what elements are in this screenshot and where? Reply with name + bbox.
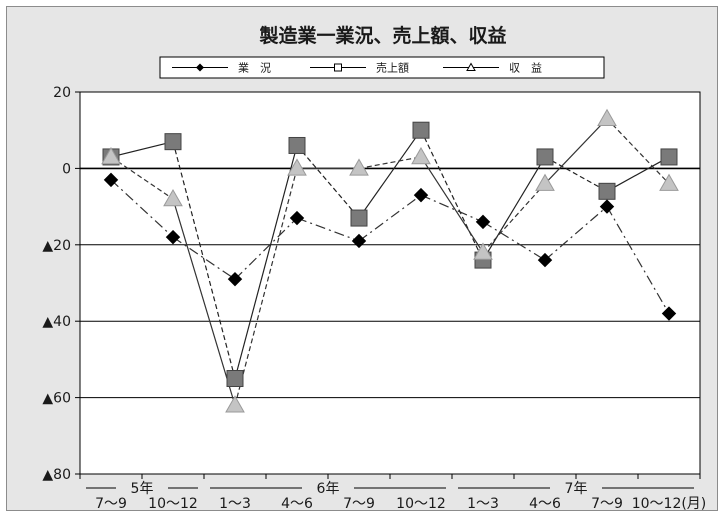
series-0	[110, 179, 670, 314]
series-segment	[172, 236, 236, 280]
x-tick-label: 10〜12	[148, 496, 198, 512]
legend-marker-square	[334, 63, 342, 72]
year-label: 6年	[317, 481, 340, 497]
series-segment	[606, 118, 670, 185]
point-diamond	[661, 306, 677, 321]
point-diamond	[599, 199, 615, 214]
point-triangle	[659, 173, 679, 191]
point-triangle	[349, 158, 369, 176]
point-square	[412, 121, 430, 139]
year-label: 7年	[565, 481, 588, 497]
plot-area	[79, 91, 701, 475]
series-segment	[544, 156, 608, 192]
legend-marker-triangle	[466, 62, 476, 71]
point-square	[350, 209, 368, 227]
point-diamond	[475, 214, 491, 230]
year-label: 5年	[131, 481, 154, 497]
series-segment	[544, 118, 608, 185]
point-triangle	[163, 188, 183, 207]
series-points-0	[103, 172, 677, 321]
y-tick-label: 0	[62, 161, 71, 177]
series-segment	[420, 156, 484, 253]
point-triangle	[101, 146, 121, 165]
legend-marker-diamond	[196, 63, 204, 72]
point-square	[536, 148, 554, 166]
x-tick-label: 4〜6	[529, 496, 561, 512]
series-segment	[482, 221, 546, 261]
x-tick-label: 1〜3	[219, 496, 251, 512]
series-segment	[234, 168, 298, 406]
point-square	[598, 182, 616, 200]
series-segment	[482, 156, 546, 261]
series-segment	[296, 217, 360, 242]
legend: 業 況 売上額 収 益	[159, 56, 605, 79]
point-square	[288, 136, 306, 154]
point-diamond	[351, 233, 367, 249]
y-tick-label: ▲60	[42, 391, 71, 407]
x-tick-label: 7〜9	[343, 496, 375, 512]
point-triangle	[411, 146, 431, 165]
series-segment	[606, 156, 670, 192]
point-triangle	[287, 158, 307, 176]
series-segment	[544, 206, 608, 261]
series-segment	[234, 217, 298, 280]
point-square	[164, 133, 182, 151]
x-tick-label: 4〜6	[281, 496, 313, 512]
series-segment	[110, 156, 174, 200]
series-segment	[110, 179, 174, 238]
y-tick-label: ▲40	[42, 314, 71, 330]
legend-label: 売上額	[376, 62, 409, 75]
series-2	[110, 118, 670, 406]
series-1	[110, 129, 670, 379]
point-square	[226, 370, 244, 387]
point-diamond	[227, 271, 243, 287]
y-tick-label: ▲20	[42, 238, 71, 254]
series-layer	[101, 108, 679, 413]
series-segment	[172, 198, 236, 406]
x-tick-label: 7〜9	[95, 496, 127, 512]
series-segment	[606, 206, 670, 314]
chart-title: 製造業一業況、売上額、収益	[258, 24, 506, 47]
point-triangle	[225, 395, 245, 413]
point-triangle	[535, 173, 555, 191]
series-points-2	[101, 108, 679, 413]
y-tick-label: 20	[53, 85, 71, 101]
series-segment	[358, 129, 422, 219]
series-segment	[234, 145, 298, 379]
point-triangle	[473, 242, 493, 260]
point-diamond	[165, 229, 181, 245]
point-diamond	[103, 172, 119, 188]
legend-box	[159, 56, 605, 79]
y-tick-label: ▲80	[42, 467, 71, 483]
plot-background	[79, 91, 701, 475]
series-segment	[110, 141, 174, 158]
x-tick-label: 1〜3	[467, 496, 499, 512]
legend-label: 収 益	[509, 61, 542, 75]
series-segment	[358, 194, 422, 242]
x-tick-label: 10〜12(月)	[632, 496, 707, 512]
point-diamond	[413, 187, 429, 203]
point-diamond	[289, 210, 305, 226]
point-diamond	[537, 252, 553, 268]
legend-label: 業 況	[238, 61, 271, 75]
series-segment	[172, 141, 236, 379]
axes: 20 0 ▲20 ▲40 ▲60 ▲80 7〜9 10〜12 1〜3 4〜6 7〜9 10〜12 1〜3…	[42, 85, 706, 512]
x-tick-label: 10〜12	[396, 496, 446, 512]
series-segment	[358, 156, 422, 169]
point-square	[660, 148, 678, 166]
point-triangle	[597, 108, 617, 126]
x-tick-label: 7〜9	[591, 496, 623, 512]
